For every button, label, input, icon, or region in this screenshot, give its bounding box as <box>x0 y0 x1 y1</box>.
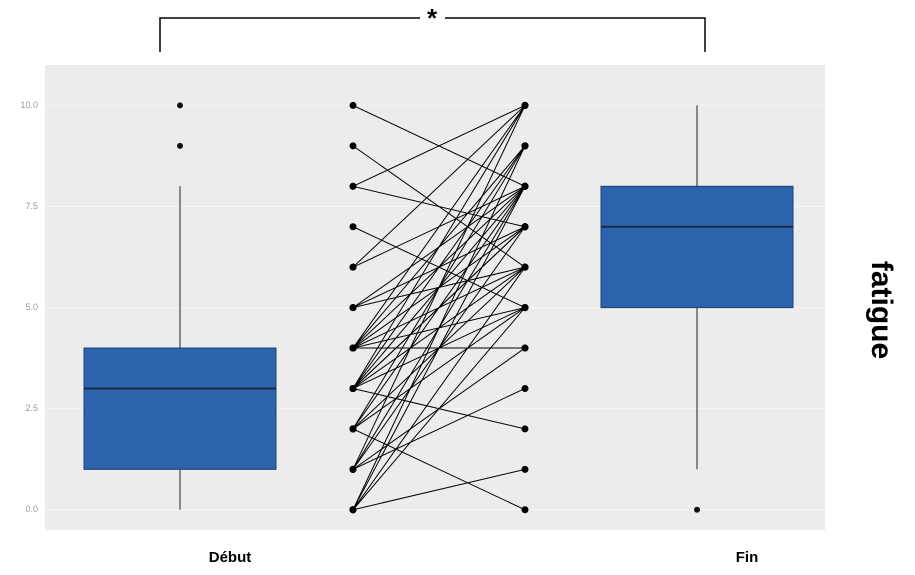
pair-line <box>352 388 526 470</box>
end-point <box>521 304 529 312</box>
x-tick-label: Début <box>209 549 252 566</box>
pair-line <box>352 145 526 268</box>
end-point <box>521 465 529 473</box>
end-point <box>521 506 529 514</box>
end-point <box>521 344 529 352</box>
start-point <box>349 142 357 150</box>
end-point <box>521 142 529 150</box>
x-tick-label: Fin <box>736 549 759 566</box>
outlier <box>177 142 183 149</box>
start-point <box>349 182 357 190</box>
start-point <box>349 384 357 392</box>
end-point <box>521 182 529 190</box>
y-tick-label: 5.0 <box>25 302 38 312</box>
pair-line <box>352 104 526 187</box>
start-point <box>349 223 357 231</box>
pair-line <box>352 266 526 349</box>
end-point <box>521 425 529 433</box>
significance-bracket <box>159 17 706 52</box>
pair-line <box>352 266 526 309</box>
pair-line <box>352 226 526 309</box>
significance-label: * <box>427 3 438 33</box>
start-point <box>349 506 357 514</box>
outlier <box>694 506 700 513</box>
box <box>83 347 277 470</box>
pair-line <box>352 266 526 511</box>
box <box>600 185 794 309</box>
end-point <box>521 384 529 392</box>
pair-line <box>352 387 526 430</box>
end-point <box>521 101 529 109</box>
start-point <box>349 263 357 271</box>
y-axis-label: fatigue <box>865 261 898 359</box>
start-point <box>349 425 357 433</box>
outlier <box>177 102 183 109</box>
end-point <box>521 223 529 231</box>
pair-line <box>352 468 526 511</box>
y-tick-label: 10.0 <box>20 100 38 110</box>
pair-line <box>352 307 526 349</box>
pair-line <box>352 428 526 511</box>
pair-line <box>352 185 526 268</box>
start-point <box>349 101 357 109</box>
pair-line <box>352 307 526 430</box>
start-point <box>349 304 357 312</box>
end-point <box>521 263 529 271</box>
start-point <box>349 344 357 352</box>
y-tick-label: 2.5 <box>25 403 38 413</box>
start-point <box>349 465 357 473</box>
y-tick-label: 7.5 <box>25 201 38 211</box>
y-tick-label: 0.0 <box>25 504 38 514</box>
pair-line <box>352 185 526 309</box>
